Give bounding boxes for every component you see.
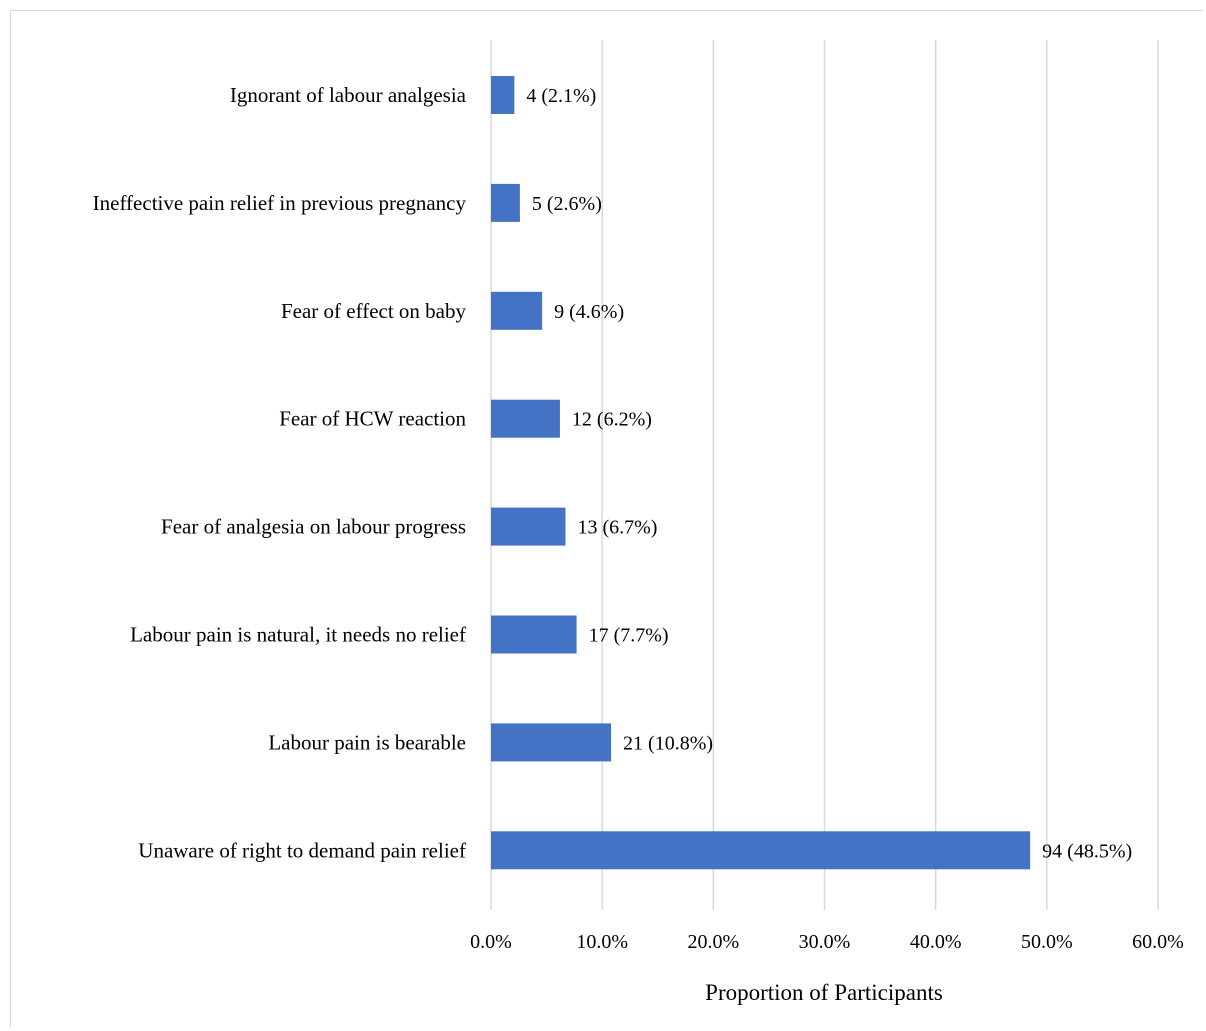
category-label: Labour pain is natural, it needs no reli…	[130, 623, 466, 647]
data-label: 9 (4.6%)	[554, 301, 624, 323]
category-label: Unaware of right to demand pain relief	[138, 838, 466, 862]
x-tick-label: 60.0%	[1132, 931, 1184, 953]
category-label: Ineffective pain relief in previous preg…	[93, 191, 467, 215]
x-axis-tick-labels: 0.0% 10.0% 20.0% 30.0% 40.0% 50.0% 60.0%	[470, 931, 1184, 953]
category-label: Labour pain is bearable	[268, 730, 466, 754]
bar	[491, 723, 612, 762]
data-labels: 4 (2.1%) 5 (2.6%) 9 (4.6%) 12 (6.2%) 13 (6.7…	[526, 85, 1132, 862]
x-tick-label: 0.0%	[470, 931, 512, 953]
bars	[491, 76, 1031, 870]
bar	[491, 831, 1031, 870]
category-labels: Ignorant of labour analgesia Ineffective …	[93, 83, 467, 862]
bar	[491, 76, 515, 114]
category-label: Fear of HCW reaction	[279, 407, 466, 431]
data-label: 13 (6.7%)	[577, 517, 657, 539]
bar	[491, 399, 560, 438]
chart-frame	[10, 10, 1202, 1028]
data-label: 5 (2.6%)	[532, 193, 602, 215]
bar	[491, 507, 566, 546]
data-label: 12 (6.2%)	[572, 409, 652, 431]
x-tick-label: 40.0%	[910, 931, 962, 953]
bar	[491, 615, 577, 654]
bar	[491, 183, 520, 222]
category-label: Ignorant of labour analgesia	[230, 83, 467, 107]
x-tick-label: 10.0%	[576, 931, 628, 953]
category-label: Fear of effect on baby	[281, 299, 467, 323]
bar	[491, 291, 543, 330]
data-label: 4 (2.1%)	[526, 85, 596, 107]
data-label: 94 (48.5%)	[1042, 840, 1132, 862]
data-label: 21 (10.8%)	[623, 732, 713, 754]
data-label: 17 (7.7%)	[589, 625, 669, 647]
x-tick-label: 30.0%	[799, 931, 851, 953]
x-tick-label: 50.0%	[1021, 931, 1073, 953]
x-tick-label: 20.0%	[687, 931, 739, 953]
gridlines	[490, 40, 1159, 910]
x-axis-title: Proportion of Participants	[705, 980, 943, 1005]
category-label: Fear of analgesia on labour progress	[161, 515, 466, 539]
